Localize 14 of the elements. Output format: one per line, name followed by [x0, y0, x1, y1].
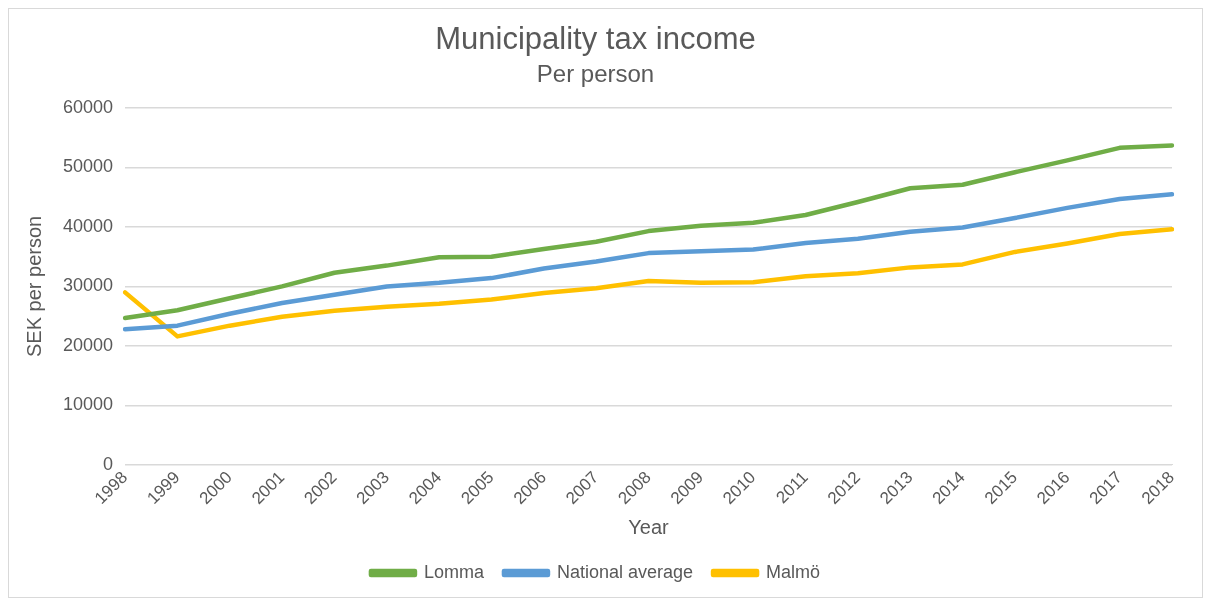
y-axis-title: SEK per person — [22, 215, 45, 358]
chart-title: Municipality tax income — [435, 21, 756, 57]
legend-label: Lomma — [423, 561, 485, 582]
x-axis-title: Year — [628, 515, 670, 538]
legend-label: National average — [556, 561, 694, 582]
y-tick-label: 10000 — [62, 394, 114, 415]
y-tick-label: 60000 — [62, 96, 114, 117]
y-tick-label: 30000 — [62, 275, 114, 296]
chart-subtitle: Per person — [536, 60, 655, 88]
legend-label: Malmö — [766, 561, 821, 582]
y-tick-label: 0 — [103, 453, 114, 474]
y-tick-label: 50000 — [62, 156, 114, 177]
y-tick-label: 40000 — [62, 215, 114, 236]
y-tick-label: 20000 — [62, 334, 114, 355]
